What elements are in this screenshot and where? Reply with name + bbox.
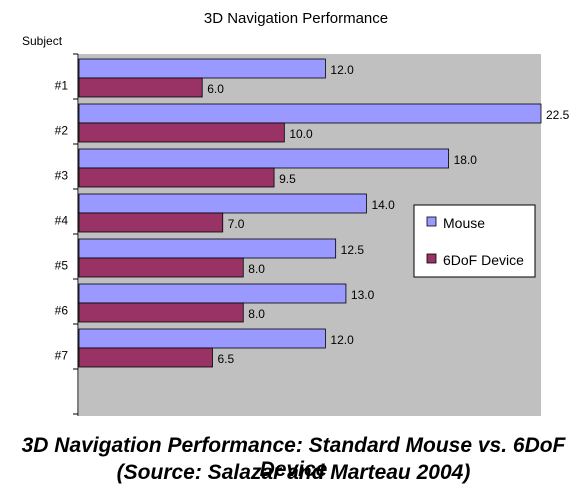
data-label: 12.5: [341, 243, 365, 257]
y-axis-label: Subject: [22, 34, 63, 48]
legend-label-mouse: Mouse: [443, 215, 485, 231]
legend-label-6dof-device: 6DoF Device: [443, 252, 524, 268]
bar-mouse: [78, 238, 337, 259]
bar-6dof-device: [78, 347, 213, 368]
figure-caption-line-2: (Source: Salazar and Marteau 2004): [116, 461, 471, 484]
data-label: 12.0: [330, 333, 354, 347]
bar-6dof-device: [78, 122, 285, 143]
data-label: 18.0: [454, 153, 478, 167]
bar-mouse: [78, 328, 326, 349]
data-label: 22.5: [546, 108, 570, 122]
figure-caption-line-1: 3D Navigation Performance: Standard Mous…: [21, 434, 566, 481]
bar-chart: 3D Navigation Performance Subject #1 #2 #3…: [22, 10, 570, 416]
data-label: 6.5: [217, 352, 234, 366]
legend-swatch-6dof-device: [426, 253, 437, 264]
y-axis-ticks: [73, 53, 78, 415]
category-label: #5: [55, 259, 69, 273]
data-label: 8.0: [248, 262, 265, 276]
category-label: #7: [55, 349, 69, 363]
category-label: #1: [55, 79, 69, 93]
bar-mouse: [78, 193, 367, 214]
data-label: 6.0: [207, 82, 224, 96]
bar-6dof-device: [78, 77, 203, 98]
chart-title: 3D Navigation Performance: [204, 10, 388, 27]
category-label: #3: [55, 169, 69, 183]
bar-mouse: [78, 58, 326, 79]
bar-mouse: [78, 148, 450, 169]
bar-mouse: [78, 283, 347, 304]
bar-6dof-device: [78, 257, 244, 278]
data-label: 10.0: [289, 127, 313, 141]
bar-value-labels: 12.0 6.0 22.5 10.0 18.0 9.5 14.0 7.0 12.5 8.0 13.0…: [207, 63, 569, 366]
legend-swatch-mouse: [426, 216, 437, 227]
bar-6dof-device: [78, 212, 224, 233]
bar-6dof-device: [78, 302, 244, 323]
bar-mouse: [78, 103, 542, 124]
category-label: #2: [55, 124, 69, 138]
category-labels: #1 #2 #3 #4 #5 #6 #7: [55, 79, 69, 363]
data-label: 9.5: [279, 172, 296, 186]
data-label: 8.0: [248, 307, 265, 321]
bar-6dof-device: [78, 167, 275, 188]
legend: Mouse 6DoF Device: [413, 204, 536, 278]
data-label: 12.0: [330, 63, 354, 77]
bars: [78, 58, 542, 368]
data-label: 13.0: [351, 288, 375, 302]
category-label: #4: [55, 214, 69, 228]
category-label: #6: [55, 304, 69, 318]
data-label: 14.0: [371, 198, 395, 212]
data-label: 7.0: [228, 217, 245, 231]
